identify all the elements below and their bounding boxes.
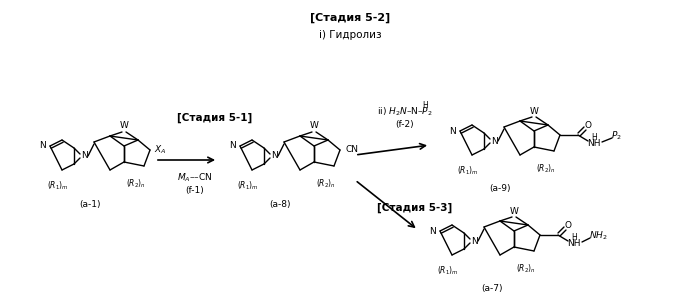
- Text: N: N: [491, 137, 498, 145]
- Text: N: N: [470, 236, 477, 246]
- Text: W: W: [120, 121, 128, 131]
- Text: $M_A$––CN: $M_A$––CN: [177, 172, 213, 184]
- Text: NH: NH: [567, 239, 581, 249]
- Text: (f-1): (f-1): [186, 185, 204, 195]
- Text: N: N: [271, 152, 277, 160]
- Text: (a-1): (a-1): [79, 199, 101, 209]
- Text: CN: CN: [346, 145, 358, 155]
- Text: $(R_1)_m$: $(R_1)_m$: [457, 165, 479, 177]
- Text: $(R_2)_n$: $(R_2)_n$: [316, 178, 336, 190]
- Text: (a-9): (a-9): [489, 185, 511, 193]
- Text: H: H: [591, 132, 597, 142]
- Text: ii) $H_2N$–N–$P_2$: ii) $H_2N$–N–$P_2$: [377, 106, 433, 118]
- Text: $X_A$: $X_A$: [154, 144, 166, 156]
- Text: (a-7): (a-7): [482, 285, 503, 293]
- Text: NH: NH: [587, 139, 601, 149]
- Text: (a-8): (a-8): [270, 199, 290, 209]
- Text: $(R_1)_m$: $(R_1)_m$: [437, 265, 459, 277]
- Text: H: H: [422, 101, 428, 109]
- Text: N: N: [449, 127, 456, 135]
- Text: W: W: [530, 106, 538, 116]
- Text: O: O: [564, 221, 571, 229]
- Text: [Стадия 5-2]: [Стадия 5-2]: [310, 13, 390, 23]
- Text: $NH_2$: $NH_2$: [589, 230, 608, 242]
- Text: (f-2): (f-2): [395, 120, 414, 128]
- Text: $P_2$: $P_2$: [610, 130, 622, 142]
- Text: W: W: [510, 206, 519, 216]
- Text: $(R_2)_n$: $(R_2)_n$: [516, 263, 536, 275]
- Text: [Стадия 5-1]: [Стадия 5-1]: [177, 113, 253, 123]
- Text: N: N: [430, 227, 436, 235]
- Text: $(R_2)_n$: $(R_2)_n$: [536, 163, 556, 175]
- Text: i) Гидролиз: i) Гидролиз: [318, 30, 382, 40]
- Text: W: W: [309, 121, 318, 131]
- Text: N: N: [230, 142, 237, 150]
- Text: N: N: [80, 152, 88, 160]
- Text: [Стадия 5-3]: [Стадия 5-3]: [377, 203, 453, 213]
- Text: $(R_2)_n$: $(R_2)_n$: [126, 178, 146, 190]
- Text: $(R_1)_m$: $(R_1)_m$: [237, 180, 259, 192]
- Text: $(R_1)_m$: $(R_1)_m$: [47, 180, 69, 192]
- Text: O: O: [584, 120, 592, 130]
- Text: H: H: [571, 232, 577, 242]
- Text: N: N: [40, 142, 46, 150]
